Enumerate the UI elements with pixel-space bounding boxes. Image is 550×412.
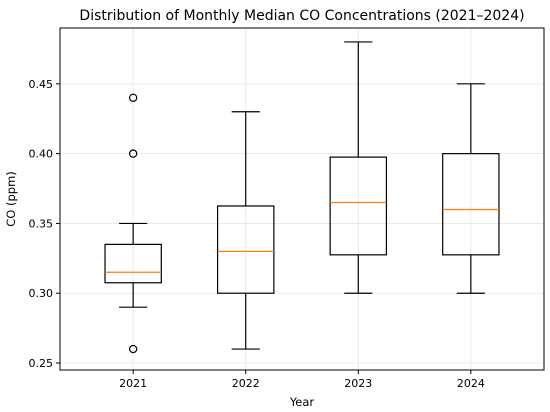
box-2023 <box>329 41 388 294</box>
x-axis-label: Year <box>289 395 315 409</box>
outlier-point <box>128 149 138 158</box>
x-tick-label: 2022 <box>232 377 260 390</box>
y-tick-label: 0.45 <box>29 78 54 91</box>
x-tick-label: 2021 <box>119 377 147 390</box>
box-2024 <box>442 83 500 294</box>
plot-data <box>104 41 500 354</box>
iqr-box <box>216 205 275 294</box>
outlier-point <box>128 93 138 102</box>
x-tick-label: 2023 <box>344 377 372 390</box>
plot-frame <box>59 27 545 371</box>
chart-title: Distribution of Monthly Median CO Concen… <box>79 8 524 24</box>
y-tick-label: 0.40 <box>29 148 54 161</box>
x-tick-label: 2024 <box>457 377 485 390</box>
box-2022 <box>216 111 275 350</box>
iqr-box <box>329 156 388 256</box>
y-tick-label: 0.25 <box>29 357 54 370</box>
iqr-box <box>442 153 500 256</box>
iqr-box <box>104 243 162 284</box>
axes: 0.25 0.30 0.35 0.40 0.45 2021 2022 2023 2024 <box>29 78 485 390</box>
y-axis-label: CO (ppm) <box>4 171 18 227</box>
box-2021 <box>104 93 162 354</box>
y-tick-label: 0.30 <box>29 287 54 300</box>
y-tick-label: 0.35 <box>29 217 54 230</box>
grid <box>60 28 544 370</box>
outlier-point <box>128 344 138 354</box>
